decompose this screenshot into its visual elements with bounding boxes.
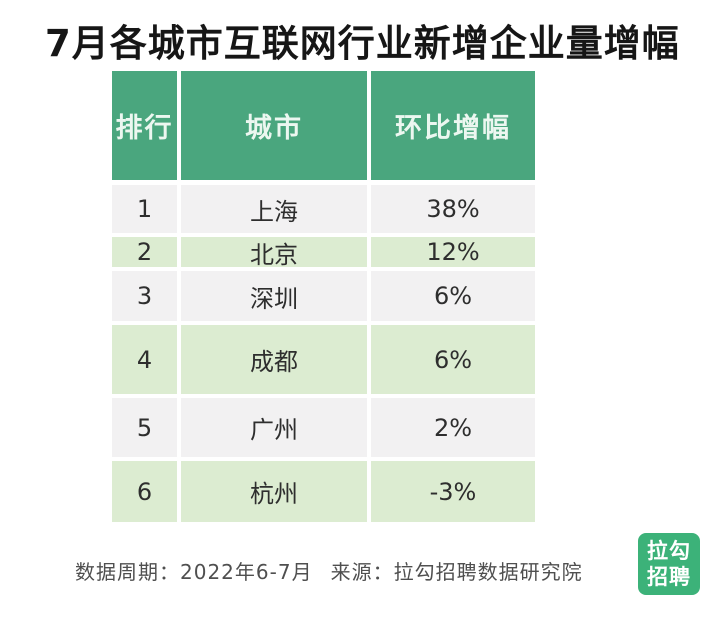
source-text: 来源：拉勾招聘数据研究院 <box>330 560 583 584</box>
table-row: 5 广州 2% <box>112 398 535 457</box>
growth-cell: 2% <box>371 398 535 457</box>
lagou-logo: 拉勾 招聘 <box>638 533 700 595</box>
rank-cell: 3 <box>112 271 177 321</box>
header-cell-rank: 排行 <box>112 71 177 180</box>
table-header-row: 排行 城市 环比增幅 <box>112 71 535 180</box>
rank-cell: 4 <box>112 325 177 394</box>
rank-cell: 6 <box>112 461 177 522</box>
table-row: 1 上海 38% <box>112 185 535 233</box>
growth-cell: 6% <box>371 325 535 394</box>
table-row: 4 成都 6% <box>112 325 535 394</box>
table-row: 3 深圳 6% <box>112 271 535 321</box>
table-row: 2 北京 12% <box>112 237 535 269</box>
growth-cell: 38% <box>371 185 535 233</box>
header-cell-city: 城市 <box>181 71 367 180</box>
city-cell: 上海 <box>181 185 367 233</box>
footer-note: 数据周期：2022年6-7月 来源：拉勾招聘数据研究院 <box>75 556 583 585</box>
city-cell: 深圳 <box>181 271 367 321</box>
logo-line2: 招聘 <box>647 565 691 589</box>
growth-cell: 12% <box>371 237 535 267</box>
city-cell: 杭州 <box>181 461 367 522</box>
city-cell: 北京 <box>181 237 367 269</box>
data-period-text: 数据周期：2022年6-7月 <box>75 560 313 584</box>
ranking-table: 排行 城市 环比增幅 1 上海 38% 2 北京 12% 3 深圳 6% 4 成… <box>112 71 535 526</box>
growth-cell: 6% <box>371 271 535 321</box>
table-row: 6 杭州 -3% <box>112 461 535 522</box>
growth-cell: -3% <box>371 461 535 522</box>
header-cell-growth: 环比增幅 <box>371 71 535 180</box>
city-cell: 成都 <box>181 325 367 394</box>
page-title: 7月各城市互联网行业新增企业量增幅 <box>45 22 680 65</box>
rank-cell: 2 <box>112 237 177 267</box>
rank-cell: 1 <box>112 185 177 233</box>
logo-line1: 拉勾 <box>647 539 691 563</box>
city-cell: 广州 <box>181 398 367 457</box>
rank-cell: 5 <box>112 398 177 457</box>
